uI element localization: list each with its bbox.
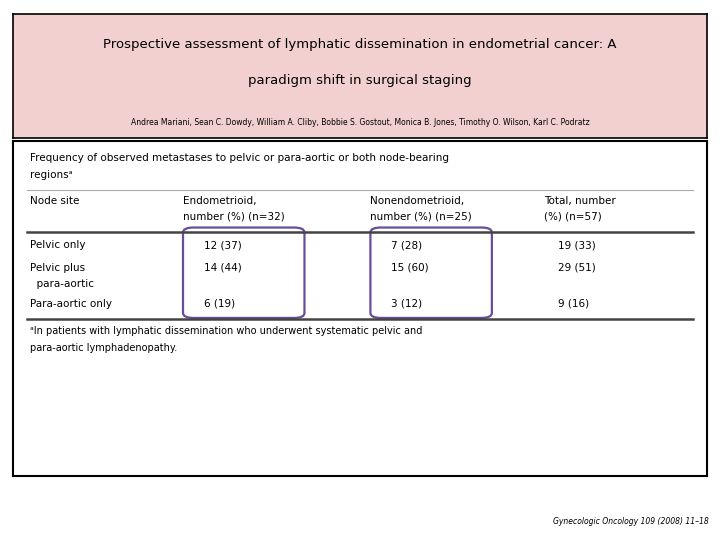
Text: 3 (12): 3 (12) <box>391 299 423 309</box>
Text: 15 (60): 15 (60) <box>391 262 429 273</box>
Text: 6 (19): 6 (19) <box>204 299 235 309</box>
Text: 29 (51): 29 (51) <box>558 262 595 273</box>
Text: Pelvic only: Pelvic only <box>30 240 86 250</box>
Text: Prospective assessment of lymphatic dissemination in endometrial cancer: A: Prospective assessment of lymphatic diss… <box>103 38 617 51</box>
Text: 7 (28): 7 (28) <box>391 240 423 250</box>
Text: Gynecologic Oncology 109 (2008) 11–18: Gynecologic Oncology 109 (2008) 11–18 <box>554 517 709 526</box>
Text: Para-aortic only: Para-aortic only <box>30 299 112 309</box>
Text: 12 (37): 12 (37) <box>204 240 242 250</box>
Text: number (%) (n=25): number (%) (n=25) <box>370 212 472 222</box>
Text: 14 (44): 14 (44) <box>204 262 242 273</box>
Text: Pelvic plus: Pelvic plus <box>30 262 86 273</box>
Text: Andrea Mariani, Sean C. Dowdy, William A. Cliby, Bobbie S. Gostout, Monica B. Jo: Andrea Mariani, Sean C. Dowdy, William A… <box>130 118 590 127</box>
Text: regionsᵃ: regionsᵃ <box>30 170 73 180</box>
Text: para-aortic lymphadenopathy.: para-aortic lymphadenopathy. <box>30 343 178 353</box>
Text: Frequency of observed metastases to pelvic or para-aortic or both node-bearing: Frequency of observed metastases to pelv… <box>30 153 449 163</box>
Text: Nonendometrioid,: Nonendometrioid, <box>370 195 464 206</box>
Text: Total, number: Total, number <box>544 195 616 206</box>
Text: Node site: Node site <box>30 195 80 206</box>
Text: Endometrioid,: Endometrioid, <box>183 195 256 206</box>
Text: para-aortic: para-aortic <box>30 279 94 289</box>
Text: (%) (n=57): (%) (n=57) <box>544 212 602 222</box>
Text: ᵃIn patients with lymphatic dissemination who underwent systematic pelvic and: ᵃIn patients with lymphatic disseminatio… <box>30 326 423 336</box>
Text: 9 (16): 9 (16) <box>558 299 589 309</box>
Text: number (%) (n=32): number (%) (n=32) <box>183 212 284 222</box>
Text: 19 (33): 19 (33) <box>558 240 595 250</box>
Text: paradigm shift in surgical staging: paradigm shift in surgical staging <box>248 74 472 87</box>
